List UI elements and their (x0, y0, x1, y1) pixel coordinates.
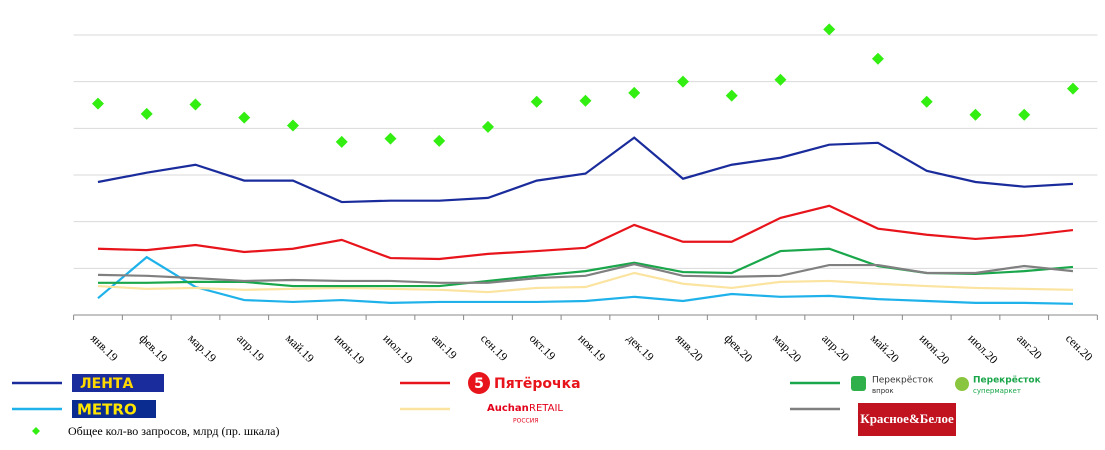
diamond-marker (384, 132, 397, 145)
x-tick-label: июл.20 (965, 331, 1000, 366)
logo-text: супермаркет (973, 387, 1021, 395)
diamond-marker (286, 119, 299, 132)
diamond-marker (628, 86, 641, 99)
series-line (97, 255, 1073, 305)
x-tick-label: июн.20 (917, 331, 953, 367)
diamond-marker (335, 135, 348, 148)
diamond-marker (189, 98, 202, 111)
logo-metro (72, 400, 156, 418)
x-tick-label: май.20 (868, 331, 902, 365)
x-tick-label: апр.19 (234, 331, 267, 364)
x-tick-label: авг.19 (429, 331, 460, 362)
logo-kb (858, 403, 956, 436)
logo-text: РОССИЯ (513, 418, 538, 425)
diamond-marker (969, 108, 982, 121)
x-tick-label: мар.20 (770, 331, 804, 365)
x-tick-label: сен.20 (1063, 331, 1096, 364)
x-tick-label: сен.19 (478, 331, 511, 364)
legend-label: Пятёрочка (494, 376, 581, 392)
logo-text: Перекрёсток (973, 376, 1041, 386)
x-tick-label: янв.20 (673, 331, 706, 364)
diamond-marker (871, 52, 884, 65)
x-tick-label: окт.19 (527, 331, 559, 363)
diamond-marker (530, 95, 543, 108)
legend-diamond (32, 427, 40, 435)
x-tick-label: июн.19 (332, 331, 368, 367)
diamond-marker (1066, 82, 1079, 95)
series-line (97, 204, 1074, 261)
diamond-marker (823, 23, 836, 36)
logo-icon (851, 376, 866, 391)
legend-label: Красное&Белое (860, 411, 954, 426)
diamond-marker (676, 75, 689, 88)
legend-label: Перекрёсток (872, 376, 934, 386)
x-tick-label: мар.19 (185, 331, 219, 365)
logo-mark: 5 (474, 376, 484, 392)
diamond-marker (920, 95, 933, 108)
x-tick-label: май.19 (283, 331, 317, 365)
series-line (97, 136, 1074, 204)
x-tick-label: ноя.19 (575, 331, 608, 364)
diamond-marker (1018, 108, 1031, 121)
x-tick-label: авг.20 (1014, 331, 1045, 362)
logo-icon (955, 377, 969, 391)
diamond-marker (238, 111, 251, 124)
legend-label: Общее кол-во запросов, млрд (пр. шкала) (68, 424, 280, 438)
x-tick-label: янв.19 (88, 331, 121, 364)
legend-label: ЛЕНТА (80, 376, 133, 392)
series-line (97, 263, 1074, 284)
diamond-marker (774, 73, 787, 86)
diamond-marker (140, 107, 153, 120)
logo-text: впрок (872, 387, 894, 395)
diamond-marker (579, 94, 592, 107)
x-tick-label: июл.19 (380, 331, 415, 366)
logo-lenta (72, 374, 164, 392)
diamond-marker (725, 89, 738, 102)
x-tick-label: фев.19 (137, 331, 171, 365)
x-tick-label: фев.20 (722, 331, 756, 365)
legend-label: METRO (77, 401, 137, 419)
diamond-marker (481, 120, 494, 133)
legend-label: Auchan (487, 403, 529, 414)
logo-circle (468, 372, 490, 394)
series-line (97, 271, 1073, 294)
x-tick-label: дек.19 (624, 331, 657, 364)
diamond-marker (91, 97, 104, 110)
logo-text: RETAIL (529, 403, 563, 414)
x-tick-label: апр.20 (819, 331, 852, 364)
diamond-marker (433, 134, 446, 147)
